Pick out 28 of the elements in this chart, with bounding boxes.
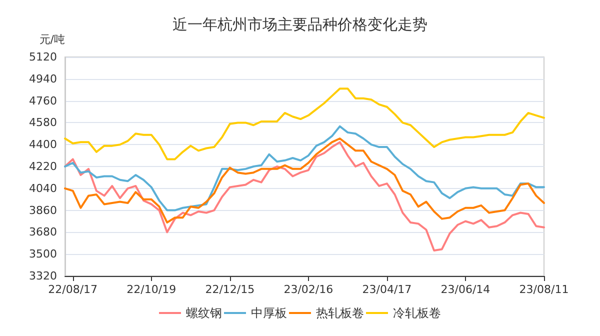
y-tick-label: 4760 xyxy=(29,94,57,108)
legend-label: 冷轧板卷 xyxy=(393,306,441,320)
x-tick-label: 23/08/11 xyxy=(519,283,569,296)
x-tick-label: 22/08/17 xyxy=(48,283,98,296)
y-tick-label: 4400 xyxy=(29,138,57,152)
legend-label: 热轧板卷 xyxy=(316,306,364,320)
line-series xyxy=(64,88,545,160)
legend-label: 螺纹钢 xyxy=(186,306,222,320)
x-tick-label: 23/06/14 xyxy=(440,283,490,296)
chart-title: 近一年杭州市场主要品种价格变化走势 xyxy=(172,16,428,34)
y-tick-label: 3500 xyxy=(29,248,57,261)
y-tick-label: 4940 xyxy=(29,72,57,86)
y-tick-label: 4220 xyxy=(29,160,57,173)
y-tick-label: 4580 xyxy=(29,116,57,130)
x-tick-label: 23/02/16 xyxy=(284,283,334,296)
y-tick-label: 3860 xyxy=(29,204,57,217)
y-tick-label: 5120 xyxy=(29,50,57,64)
y-tick-label: 4040 xyxy=(29,182,57,195)
y-tick-label: 3680 xyxy=(29,226,57,239)
x-tick-label: 23/04/17 xyxy=(362,283,412,296)
line-series xyxy=(64,125,545,212)
line-series xyxy=(64,141,545,252)
y-axis-title: 元/吨 xyxy=(39,33,65,46)
x-tick-label: 22/12/15 xyxy=(205,283,255,296)
y-tick-label: 3320 xyxy=(29,270,57,282)
x-tick-label: 22/10/19 xyxy=(126,283,176,296)
line-series xyxy=(64,138,545,224)
legend-label: 中厚板 xyxy=(251,306,287,320)
